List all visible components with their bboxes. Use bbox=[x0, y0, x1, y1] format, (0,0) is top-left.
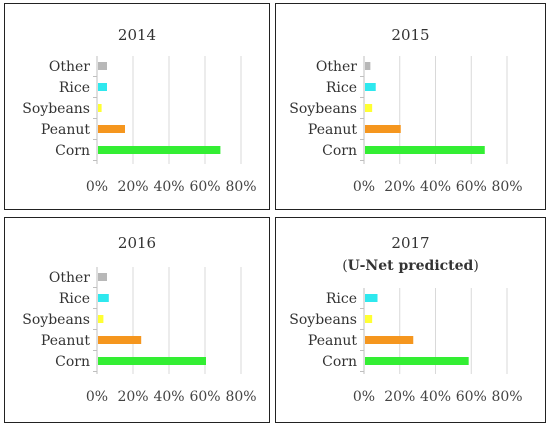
x-tick-label: 40% bbox=[420, 179, 451, 195]
bar-peanut bbox=[365, 336, 414, 344]
bar-other bbox=[365, 62, 371, 70]
category-label: Rice bbox=[59, 80, 90, 96]
bar-corn bbox=[98, 357, 206, 365]
bar-soybeans bbox=[365, 315, 373, 323]
category-label: Corn bbox=[55, 143, 90, 159]
chart-plot: 0% 20% 40% 60% 80% Rice Soybeans Peanut Corn bbox=[289, 288, 523, 405]
panel-2014: 2014 0% 20% 40% 60% 80% Other Rice Soybeans Pean… bbox=[4, 3, 270, 210]
chart-plot: 0% 20% 40% 60% 80% Other Rice Soybeans Peanut Cor… bbox=[289, 56, 523, 195]
category-label: Rice bbox=[326, 80, 357, 96]
category-label: Rice bbox=[59, 291, 90, 307]
chart-subtitle: (U-Net predicted) bbox=[276, 258, 545, 274]
bar-rice bbox=[365, 83, 376, 91]
category-label: Peanut bbox=[308, 333, 357, 349]
category-label: Other bbox=[316, 59, 357, 75]
x-tick-label: 60% bbox=[456, 179, 487, 195]
category-label: Soybeans bbox=[289, 101, 357, 117]
chart-title: 2016 bbox=[117, 234, 157, 252]
bar-peanut bbox=[365, 125, 401, 133]
x-tick-label: 20% bbox=[384, 179, 415, 195]
bar-soybeans bbox=[98, 315, 104, 323]
bar-rice bbox=[365, 294, 378, 302]
x-tick-label: 40% bbox=[153, 389, 184, 405]
x-tick-label: 20% bbox=[117, 389, 148, 405]
chart-plot: 0% 20% 40% 60% 80% Other Rice Soybeans Peanut Cor… bbox=[22, 56, 257, 195]
x-tick-label: 20% bbox=[117, 179, 148, 195]
category-label: Soybeans bbox=[22, 312, 90, 328]
bar-rice bbox=[98, 294, 109, 302]
chart-title: 2014 bbox=[117, 26, 157, 44]
category-label: Corn bbox=[55, 354, 90, 370]
x-tick-label: 40% bbox=[153, 179, 184, 195]
x-tick-label: 0% bbox=[353, 389, 375, 405]
category-label: Peanut bbox=[308, 122, 357, 138]
category-label: Soybeans bbox=[289, 312, 357, 328]
x-tick-label: 0% bbox=[86, 179, 108, 195]
chart-title: 2015 bbox=[391, 26, 430, 44]
bar-corn bbox=[98, 146, 221, 154]
bar-rice bbox=[98, 83, 107, 91]
category-label: Other bbox=[49, 270, 90, 286]
panel-2016: 2016 0% 20% 40% 60% 80% Other Rice Soybeans Pean… bbox=[4, 217, 270, 423]
category-label: Soybeans bbox=[22, 101, 90, 117]
bar-corn bbox=[365, 146, 485, 154]
category-label: Other bbox=[49, 59, 90, 75]
x-tick-label: 20% bbox=[384, 389, 415, 405]
x-tick-label: 60% bbox=[456, 389, 487, 405]
category-label: Peanut bbox=[41, 333, 90, 349]
bar-peanut bbox=[98, 125, 125, 133]
bar-soybeans bbox=[98, 104, 102, 112]
x-tick-label: 60% bbox=[189, 179, 220, 195]
panel-2015: 2015 0% 20% 40% 60% 80% Other Rice Soybeans Pean… bbox=[275, 3, 546, 210]
x-tick-label: 60% bbox=[189, 389, 220, 405]
panel-2017: 2017 (U-Net predicted) 0% 20% 40% 60% 80% Ric… bbox=[275, 217, 546, 423]
x-tick-label: 40% bbox=[420, 389, 451, 405]
x-tick-label: 80% bbox=[491, 179, 522, 195]
bar-corn bbox=[365, 357, 469, 365]
x-tick-label: 80% bbox=[225, 389, 256, 405]
bar-other bbox=[98, 62, 107, 70]
subtitle-open-paren: ( bbox=[342, 258, 348, 274]
category-label: Peanut bbox=[41, 122, 90, 138]
chart-title: 2017 bbox=[391, 234, 430, 252]
bar-other bbox=[98, 273, 107, 281]
subtitle-model-name: U-Net predicted bbox=[347, 258, 474, 274]
x-tick-label: 0% bbox=[86, 389, 108, 405]
x-tick-label: 0% bbox=[353, 179, 375, 195]
category-label: Rice bbox=[326, 291, 357, 307]
subtitle-close-paren: ) bbox=[473, 258, 479, 274]
category-label: Corn bbox=[322, 354, 357, 370]
x-tick-label: 80% bbox=[491, 389, 522, 405]
x-tick-label: 80% bbox=[225, 179, 256, 195]
bar-peanut bbox=[98, 336, 142, 344]
chart-plot: 0% 20% 40% 60% 80% Other Rice Soybeans Peanut Cor… bbox=[22, 267, 257, 405]
bar-soybeans bbox=[365, 104, 373, 112]
category-label: Corn bbox=[322, 143, 357, 159]
